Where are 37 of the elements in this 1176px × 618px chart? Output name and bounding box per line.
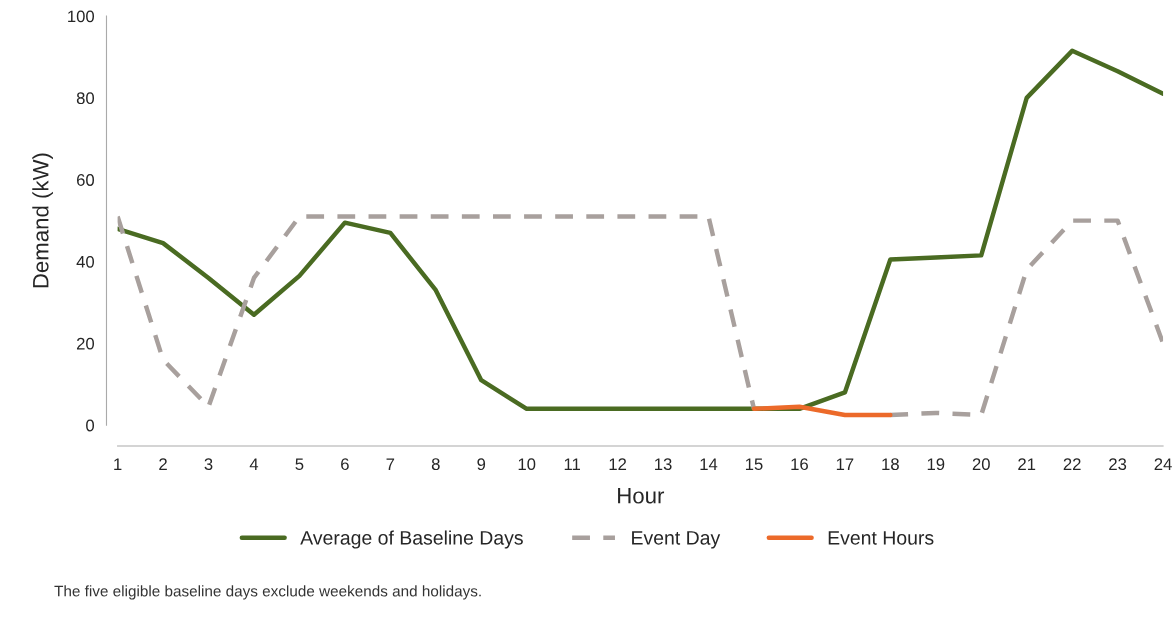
x-tick-label: 1 xyxy=(114,458,122,470)
x-tick-label: 20 xyxy=(972,458,990,471)
x-tick-label: 18 xyxy=(882,458,899,471)
y-tick-label: 80 xyxy=(76,92,95,105)
legend-label: Event Hours xyxy=(828,531,934,545)
x-tick-label: 13 xyxy=(655,458,672,471)
legend-label: Average of Baseline Days xyxy=(300,530,523,549)
y-tick-label: 60 xyxy=(76,174,95,186)
y-tick-label: 40 xyxy=(76,255,95,268)
x-tick-label: 9 xyxy=(477,458,486,471)
x-tick-label: 24 xyxy=(1154,458,1172,470)
x-tick-label: 19 xyxy=(927,458,945,471)
x-tick-label: 15 xyxy=(745,458,763,471)
y-tick-label: 20 xyxy=(76,337,95,350)
x-tick-label: 23 xyxy=(1109,458,1127,471)
x-tick-label: 22 xyxy=(1063,458,1081,470)
x-tick-label: 16 xyxy=(791,458,808,471)
x-tick-label: 14 xyxy=(700,458,718,470)
line-series xyxy=(117,48,1164,412)
text: The five eligible baseline days exclude weekends and holidays. xyxy=(54,585,481,600)
x-tick-label: 6 xyxy=(341,458,349,471)
x-tick-label: 7 xyxy=(386,458,395,470)
x-tick-label: 11 xyxy=(564,458,580,470)
x-tick-label: 17 xyxy=(836,458,854,470)
x-tick-label: 4 xyxy=(249,458,259,470)
legend-label: Event Day xyxy=(632,531,721,549)
y-axis-title: Demand (kW) xyxy=(32,153,53,288)
x-tick-label: 21 xyxy=(1018,458,1036,470)
x-tick-label: 8 xyxy=(431,458,440,471)
x-tick-label: 3 xyxy=(204,458,213,471)
y-tick-label: 100 xyxy=(68,10,95,23)
x-axis-title: Hour xyxy=(618,488,665,504)
x-tick-label: 5 xyxy=(295,458,304,471)
y-tick-label: 0 xyxy=(86,419,95,432)
x-tick-label: 12 xyxy=(609,458,627,470)
x-tick-label: 2 xyxy=(159,458,167,470)
x-tick-label: 10 xyxy=(518,458,536,471)
